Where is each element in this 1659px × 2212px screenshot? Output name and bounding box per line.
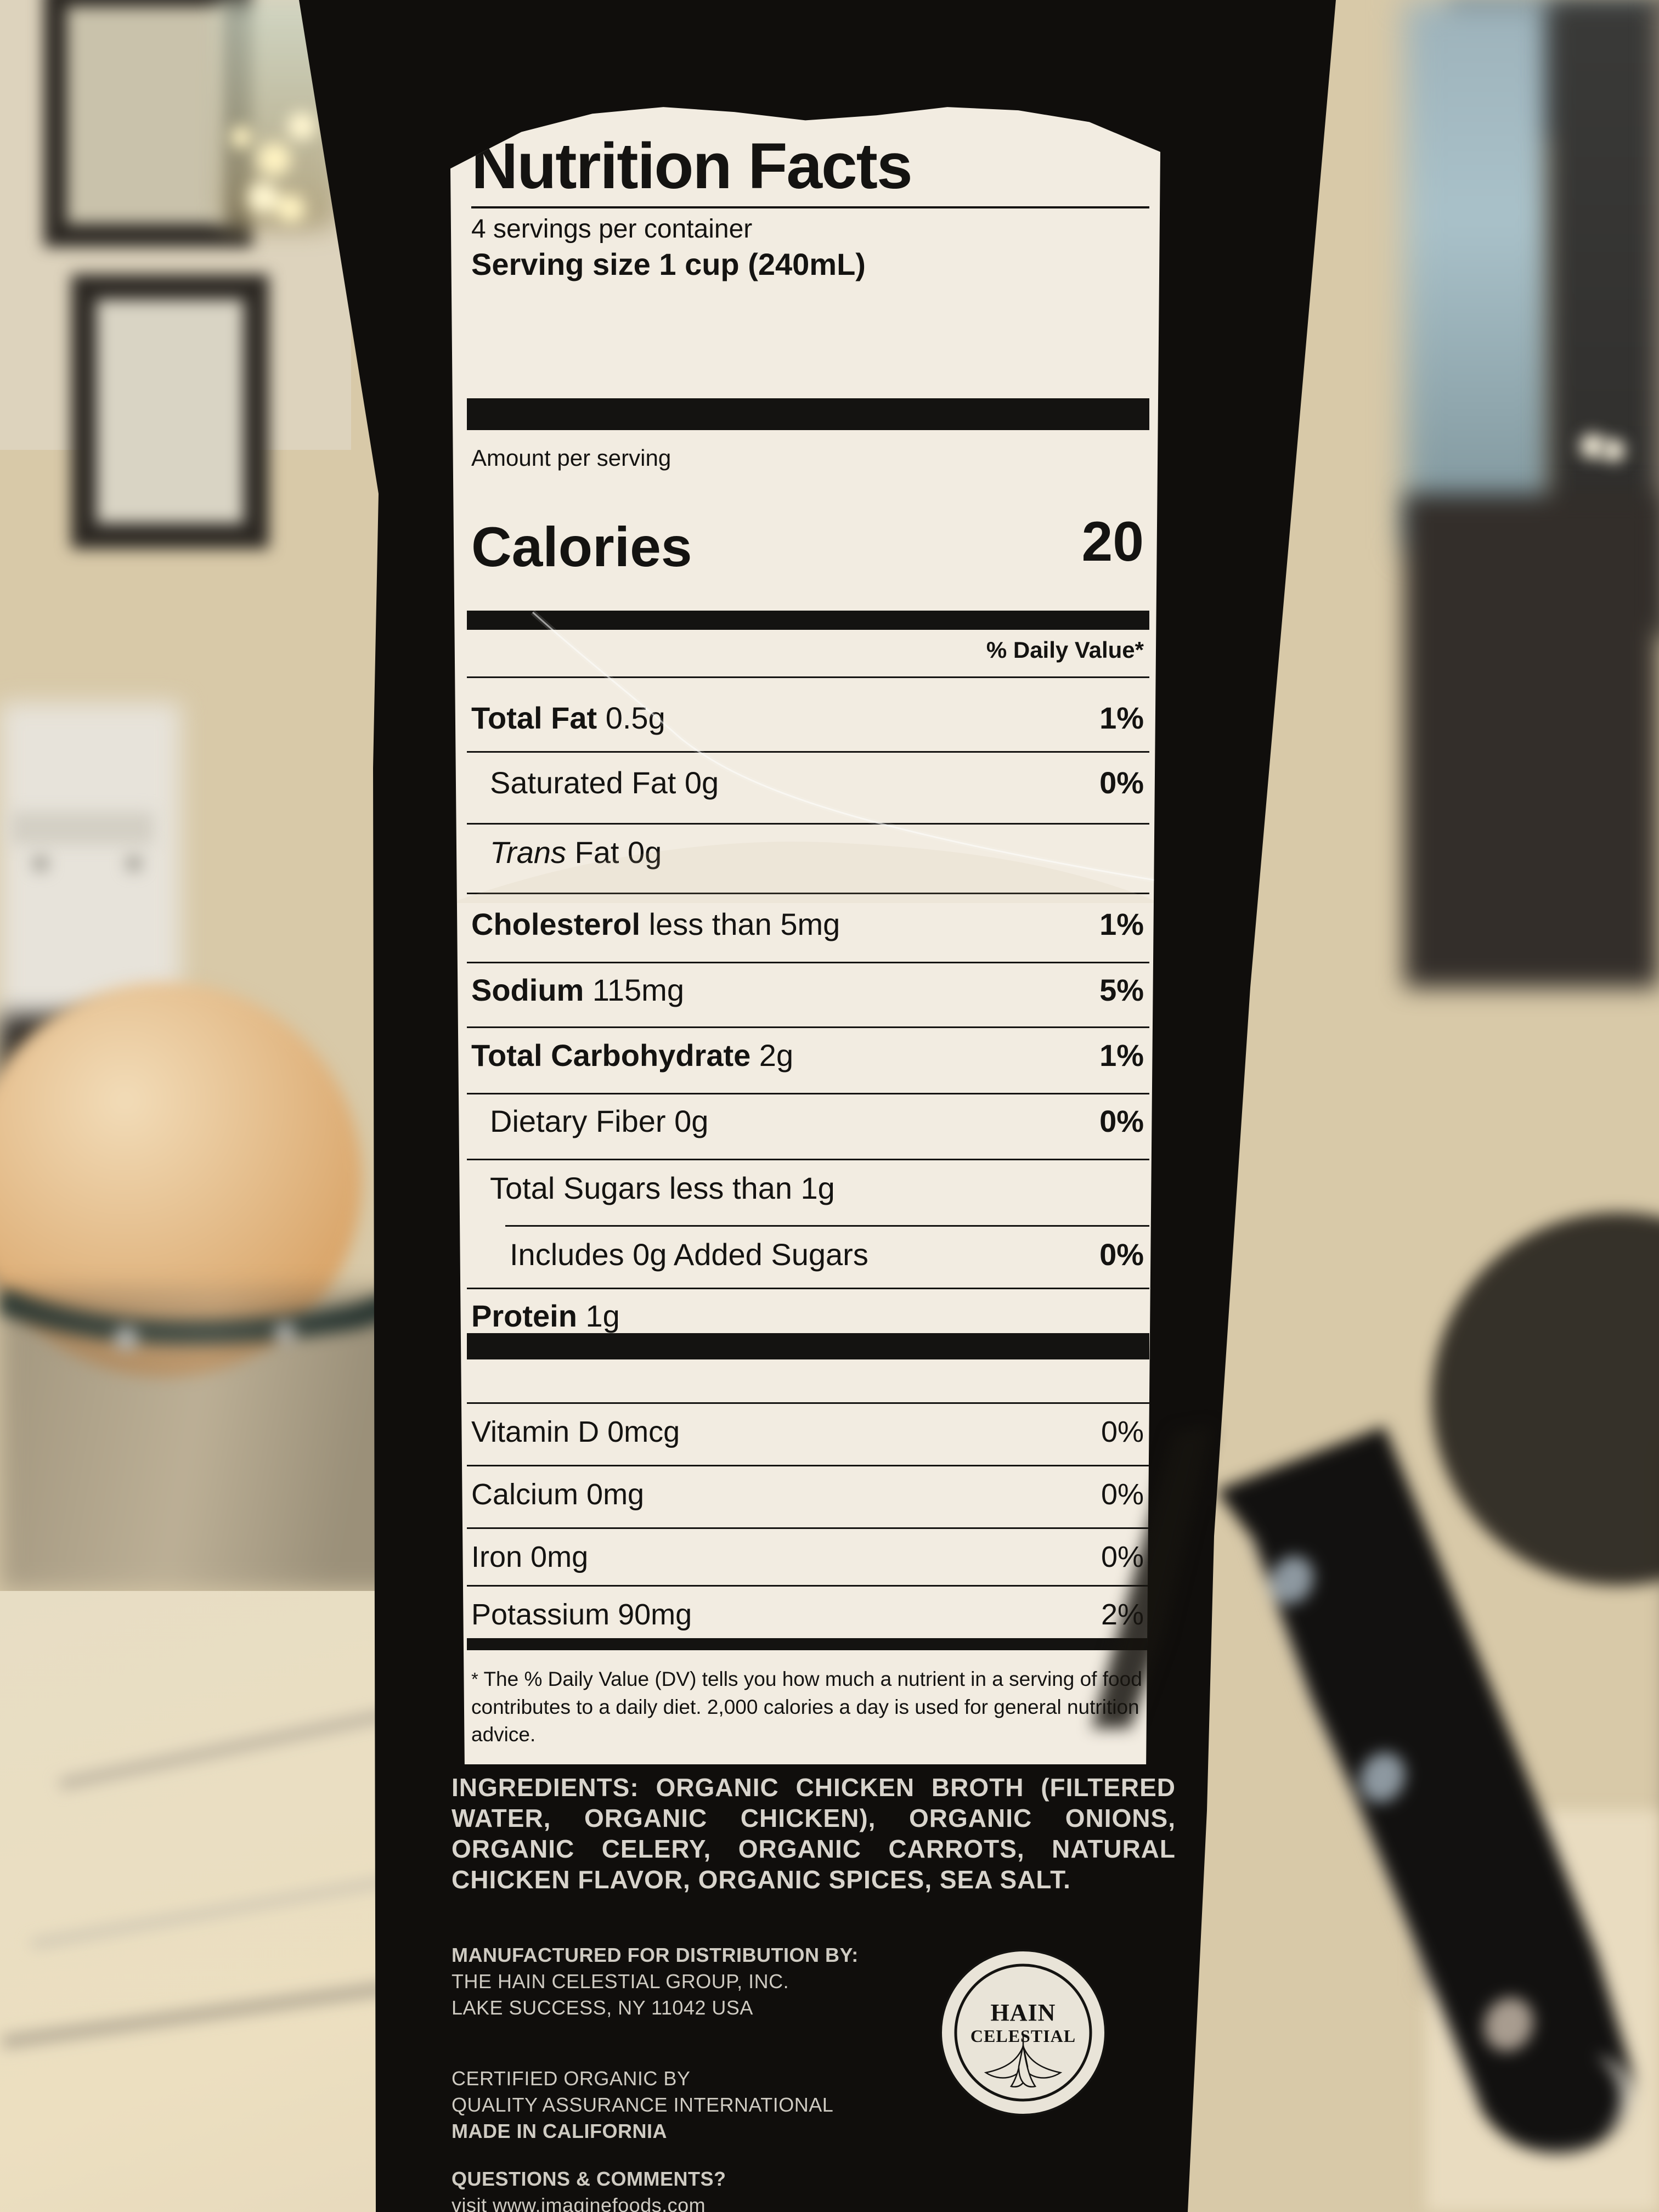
svg-text:HAIN: HAIN <box>991 1999 1056 2026</box>
